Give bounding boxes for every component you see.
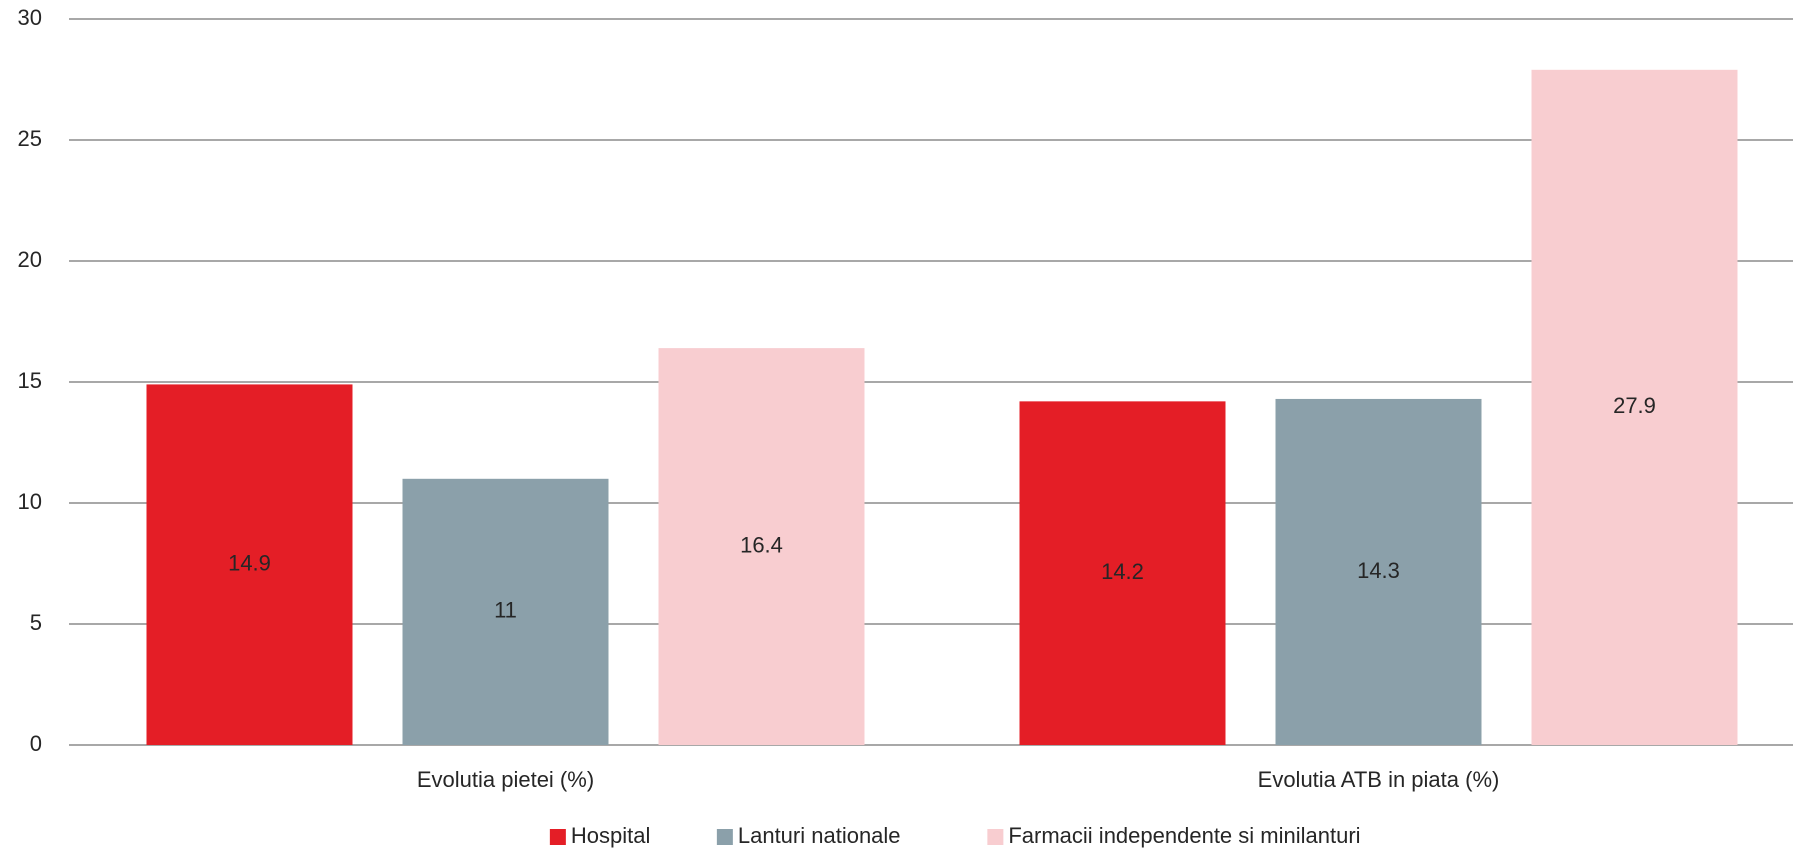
bar (1531, 69, 1738, 745)
data-label: 16.4 (740, 532, 783, 557)
y-tick-label: 20 (18, 247, 42, 272)
data-label: 11 (494, 598, 517, 623)
bar (1019, 401, 1226, 745)
data-label: 14.9 (228, 551, 271, 576)
bar (146, 384, 353, 745)
y-tick-label: 0 (30, 731, 42, 756)
bar (402, 478, 609, 745)
y-tick-label: 15 (18, 368, 42, 393)
legend-swatch (549, 829, 566, 845)
data-label: 14.3 (1357, 558, 1400, 583)
legend-swatch (987, 829, 1004, 845)
y-tick-label: 10 (18, 489, 42, 514)
legend-swatch (716, 829, 733, 845)
legend-label: Hospital (571, 823, 650, 848)
y-tick-label: 5 (30, 610, 42, 635)
y-tick-label: 30 (18, 5, 42, 30)
legend-label: Lanturi nationale (738, 823, 901, 848)
bar (1275, 398, 1482, 745)
data-label: 27.9 (1613, 393, 1656, 418)
x-tick-label: Evolutia ATB in piata (%) (1258, 767, 1500, 792)
bar (658, 348, 865, 745)
data-label: 14.2 (1101, 559, 1144, 584)
legend-label: Farmacii independente si minilanturi (1008, 823, 1360, 848)
x-tick-label: Evolutia pietei (%) (417, 767, 594, 792)
y-tick-label: 25 (18, 126, 42, 151)
